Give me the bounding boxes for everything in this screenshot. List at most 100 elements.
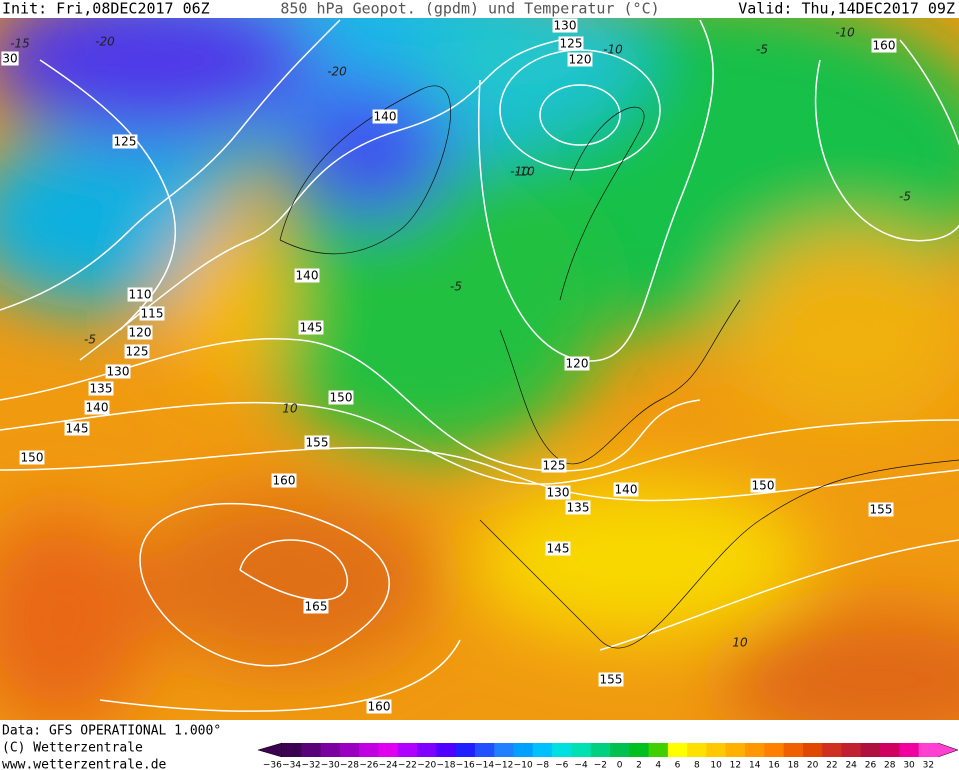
geopotential-label: 140: [296, 269, 319, 283]
geopotential-label-box: [868, 502, 894, 517]
color-swatch: [822, 743, 843, 757]
colorbar-label: −6: [555, 761, 569, 770]
color-swatch: [706, 743, 727, 757]
colorbar-label: 0: [617, 761, 623, 770]
geopotential-label-box: [372, 109, 398, 124]
geopotential-label: 145: [66, 422, 89, 436]
colorbar-label: −8: [536, 761, 550, 770]
temperature-label: -20: [95, 35, 115, 49]
geopotential-label: 130: [554, 19, 577, 33]
geopotential-label-box: [64, 421, 90, 436]
colorbar-label: −34: [282, 761, 301, 770]
geopotential-label-box: [541, 458, 567, 473]
geopotential-label-box: [564, 356, 590, 371]
geopotential-label-box: [558, 36, 584, 51]
colorbar-label: 30: [903, 761, 915, 770]
init-time: Init: Fri,08DEC2017 06Z: [2, 0, 210, 18]
colorbar-label: 2: [636, 761, 642, 770]
geopotential-label-box: [871, 38, 897, 53]
temperature-label: -5: [756, 43, 768, 57]
geopotential-label: 160: [273, 474, 296, 488]
temperature-label: -10: [603, 43, 623, 57]
colorbar-label: 6: [675, 761, 681, 770]
copyright: (C) Wetterzentrale: [2, 741, 143, 756]
colorbar-label: 16: [768, 761, 780, 770]
colorbar-label: 8: [694, 761, 700, 770]
geopotential-label: 120: [129, 326, 152, 340]
temperature-label: -10: [510, 165, 530, 179]
geopotential-label: 155: [600, 673, 623, 687]
temperature-label: -15: [10, 37, 30, 51]
geopotential-label: 140: [615, 483, 638, 497]
color-swatch: [880, 743, 900, 757]
geopotential-label: 160: [368, 700, 391, 714]
colorbar-label: −28: [340, 761, 359, 770]
colorbar-label: −20: [417, 761, 436, 770]
geopotential-label: 165: [305, 600, 328, 614]
geopotential-label: 125: [126, 345, 149, 359]
temperature-label: -5: [899, 190, 911, 204]
colorbar-label: 12: [730, 761, 741, 770]
color-swatch: [552, 743, 572, 757]
colorbar-label: −4: [574, 761, 588, 770]
geopotential-contours: [0, 19, 959, 712]
color-swatch: [301, 743, 322, 757]
colorbar-label: −36: [263, 761, 282, 770]
colorbar-label: 14: [749, 761, 761, 770]
colorbar-label: −24: [379, 761, 398, 770]
map-title: 850 hPa Geopot. (gpdm) und Temperatur (°…: [280, 0, 659, 18]
colorbar-label: −2: [594, 761, 607, 770]
colorbar-arrow-right: [937, 742, 959, 758]
geopotential-label-box: [88, 381, 114, 396]
data-source: Data: GFS OPERATIONAL 1.000°: [2, 724, 221, 739]
color-swatch: [532, 743, 553, 757]
color-swatch: [687, 743, 707, 757]
colorbar-label: 18: [788, 761, 800, 770]
geopotential-label-box: [112, 134, 138, 149]
color-swatch: [378, 743, 399, 757]
geopotential-label-box: [1, 51, 19, 66]
colorbar-label: 4: [655, 761, 661, 770]
geopotential-label: 145: [547, 542, 570, 556]
temperature-field: [0, 18, 959, 720]
color-swatch: [648, 743, 669, 757]
color-swatch: [282, 743, 302, 757]
geopotential-label: 125: [543, 459, 566, 473]
color-swatch: [359, 743, 379, 757]
temperature-label: 10: [732, 636, 748, 650]
temperature-label: -5: [450, 280, 462, 294]
geopotential-label-box: [84, 400, 110, 415]
color-swatch: [745, 743, 765, 757]
colorbar-label: −30: [321, 761, 340, 770]
geopotential-label-box: [545, 485, 571, 500]
geopotential-label-box: [366, 699, 392, 714]
colorbar-label: 20: [807, 761, 819, 770]
temperature-label: -5: [84, 333, 96, 347]
geopotential-label: 155: [870, 503, 893, 517]
geopotential-label-box: [298, 320, 324, 335]
color-swatch: [436, 743, 457, 757]
color-swatch: [899, 743, 920, 757]
colorbar-label: 32: [923, 761, 934, 770]
colorbar-label: −18: [437, 761, 456, 770]
geopotential-label-box: [139, 306, 165, 321]
geopotential-label-box: [750, 478, 776, 493]
geopotential-label: 140: [86, 401, 109, 415]
color-swatch: [860, 743, 881, 757]
geopotential-label-box: [127, 325, 153, 340]
colorbar-arrow-left: [257, 742, 283, 758]
colorbar-label: −14: [475, 761, 494, 770]
geopotential-label-box: [552, 18, 578, 33]
geopotential-label: 145: [300, 321, 323, 335]
geopotential-label-box: [567, 52, 593, 67]
colorbar-label: −12: [494, 761, 513, 770]
geopotential-label-box: [294, 268, 320, 283]
color-swatch: [918, 743, 939, 757]
geopotential-label: 120: [569, 53, 592, 67]
color-swatch: [629, 743, 650, 757]
geopotential-label: 130: [547, 486, 570, 500]
geopotential-label-box: [19, 450, 45, 465]
color-swatch: [513, 743, 534, 757]
temperature-label: 10: [282, 402, 298, 416]
color-swatch: [667, 743, 688, 757]
